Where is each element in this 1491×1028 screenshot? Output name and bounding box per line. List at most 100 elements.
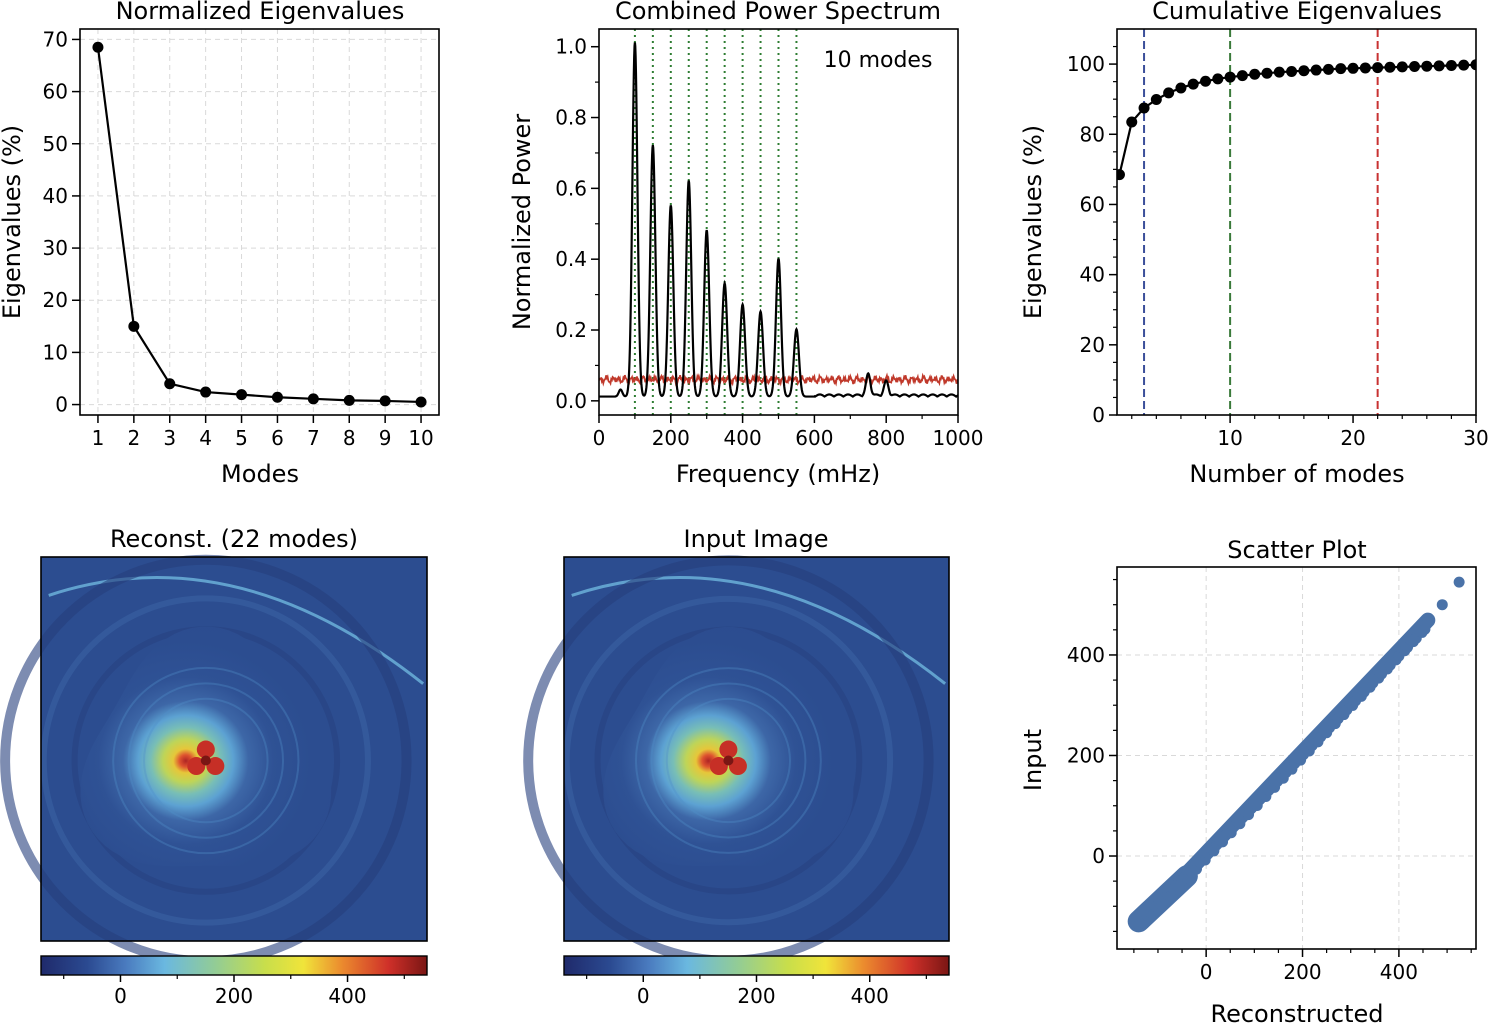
cumulative-y-tick-label: 100 bbox=[1067, 52, 1105, 76]
cumulative-series bbox=[1117, 29, 1476, 415]
spectrum-y-ticks: 0.0 0.2 0.4 0.6 0.8 1.0 bbox=[555, 35, 599, 413]
cumulative-point bbox=[1445, 59, 1457, 71]
recon-title: Reconst. (22 modes) bbox=[110, 525, 358, 553]
eigen-x-tick-label: 5 bbox=[235, 426, 248, 450]
cumulative-ylabel: Eigenvalues (%) bbox=[1019, 125, 1047, 319]
cumulative-point bbox=[1298, 65, 1310, 77]
scatter-point bbox=[1436, 599, 1448, 611]
cumulative-point bbox=[1372, 62, 1384, 74]
input-frame bbox=[563, 556, 950, 942]
cumulative-y-tick-label: 80 bbox=[1080, 122, 1105, 146]
input-core-lobe bbox=[709, 757, 728, 776]
eigen-x-tick-label: 9 bbox=[379, 426, 392, 450]
scatter-y-tick-label: 200 bbox=[1067, 743, 1105, 767]
spectrum-ylabel: Normalized Power bbox=[508, 114, 536, 330]
input-colorbar-tick-label: 400 bbox=[851, 984, 889, 1008]
spectrum-y-tick-label: 1.0 bbox=[555, 35, 587, 59]
spectrum-x-tick-label: 200 bbox=[652, 426, 690, 450]
eigen-frame bbox=[79, 28, 440, 416]
scatter-x-tick-label: 0 bbox=[1200, 960, 1213, 984]
cumulative-point bbox=[1236, 70, 1248, 82]
eigen-x-tick-label: 7 bbox=[307, 426, 320, 450]
eigen-point bbox=[236, 389, 248, 401]
recon-core-lobe bbox=[187, 757, 206, 776]
cumulative-point bbox=[1322, 63, 1334, 75]
scatter-y-tick-label: 0 bbox=[1092, 844, 1105, 868]
cumulative-point bbox=[1249, 68, 1261, 80]
eigen-y-ticks: 0 10 20 30 40 50 60 70 bbox=[43, 27, 80, 417]
eigen-point bbox=[415, 396, 427, 408]
spectrum-x-tick-label: 1000 bbox=[933, 426, 984, 450]
eigen-point bbox=[343, 394, 355, 406]
recon-inner-ring bbox=[143, 697, 269, 824]
scatter-x-tick-label: 200 bbox=[1283, 960, 1321, 984]
eigen-y-tick-label: 30 bbox=[43, 236, 68, 260]
recon-inner-ring bbox=[127, 682, 285, 839]
eigen-x-ticks: 1 2 3 4 5 6 7 8 9 10 bbox=[92, 415, 434, 450]
scatter-points bbox=[1127, 576, 1465, 933]
input-inner-ring bbox=[634, 667, 822, 854]
input-core-center bbox=[723, 755, 734, 766]
recon-colorbar bbox=[40, 955, 428, 976]
eigen-y-tick-label: 70 bbox=[43, 27, 68, 51]
eigen-panel: Normalized Eigenvalues 1 2 3 4 5 6 7 8 9 10 0 10 20… bbox=[0, 0, 440, 488]
eigen-x-tick-label: 10 bbox=[408, 426, 433, 450]
cumulative-point bbox=[1409, 61, 1421, 73]
cumulative-point bbox=[1470, 59, 1476, 71]
eigen-line bbox=[96, 47, 422, 404]
scatter-point bbox=[1453, 576, 1465, 588]
cumulative-point bbox=[1138, 102, 1150, 114]
input-core-lobe bbox=[728, 757, 747, 776]
recon-core-center bbox=[200, 755, 211, 766]
scatter-x-tick-label: 400 bbox=[1380, 960, 1418, 984]
eigen-point bbox=[307, 393, 319, 405]
eigen-y-tick-label: 50 bbox=[43, 132, 68, 156]
spectrum-noise-line bbox=[599, 372, 958, 387]
spectrum-x-tick-label: 600 bbox=[795, 426, 833, 450]
scatter-xlabel: Reconstructed bbox=[1210, 1000, 1383, 1028]
eigen-y-tick-label: 60 bbox=[43, 80, 68, 104]
recon-colorbar-tick-label: 400 bbox=[328, 984, 366, 1008]
cumulative-point bbox=[1126, 116, 1138, 128]
cumulative-y-tick-label: 0 bbox=[1092, 403, 1105, 427]
cumulative-point bbox=[1187, 78, 1199, 90]
eigen-grid bbox=[80, 29, 439, 415]
eigen-x-tick-label: 1 bbox=[92, 426, 105, 450]
input-inner-ring bbox=[650, 682, 807, 839]
cumulative-title: Cumulative Eigenvalues bbox=[1152, 0, 1442, 25]
cumulative-point bbox=[1175, 82, 1187, 94]
recon-colorbar-ticks: 0 200 400 bbox=[63, 975, 405, 1008]
eigen-y-tick-label: 20 bbox=[43, 288, 68, 312]
scatter-frame bbox=[1116, 566, 1477, 950]
cumulative-point bbox=[1212, 73, 1224, 85]
scatter-x-ticks: 0 200 400 bbox=[1133, 949, 1472, 984]
scatter-y-tick-label: 400 bbox=[1067, 643, 1105, 667]
input-title: Input Image bbox=[684, 525, 829, 553]
cumulative-x-ticks: 10 20 30 bbox=[1131, 415, 1489, 450]
eigen-x-tick-label: 3 bbox=[163, 426, 176, 450]
input-inner-ring bbox=[665, 697, 791, 824]
cumulative-point bbox=[1163, 87, 1175, 99]
input-colorbar-tick-label: 0 bbox=[637, 984, 650, 1008]
cumulative-point bbox=[1421, 60, 1433, 72]
eigen-title: Normalized Eigenvalues bbox=[116, 0, 405, 25]
recon-frame bbox=[40, 556, 428, 942]
scatter-point bbox=[1422, 616, 1434, 628]
eigen-point bbox=[92, 41, 104, 53]
cumulative-point bbox=[1117, 169, 1125, 181]
spectrum-y-tick-label: 0.8 bbox=[555, 106, 587, 130]
cumulative-y-tick-label: 40 bbox=[1080, 263, 1105, 287]
input-colorbar bbox=[563, 955, 950, 976]
cumulative-point bbox=[1335, 63, 1347, 75]
spectrum-title: Combined Power Spectrum bbox=[615, 0, 941, 25]
cumulative-frame bbox=[1116, 28, 1477, 416]
eigen-x-tick-label: 4 bbox=[199, 426, 212, 450]
eigen-series bbox=[92, 41, 427, 408]
spectrum-annotation: 10 modes bbox=[824, 48, 933, 73]
cumulative-point bbox=[1347, 62, 1359, 74]
spectrum-y-tick-label: 0.0 bbox=[555, 389, 587, 413]
eigen-point bbox=[128, 320, 140, 332]
cumulative-y-ticks: 0 20 40 60 80 100 bbox=[1067, 45, 1117, 427]
cumulative-y-tick-label: 60 bbox=[1080, 192, 1105, 216]
spectrum-x-tick-label: 400 bbox=[724, 426, 762, 450]
